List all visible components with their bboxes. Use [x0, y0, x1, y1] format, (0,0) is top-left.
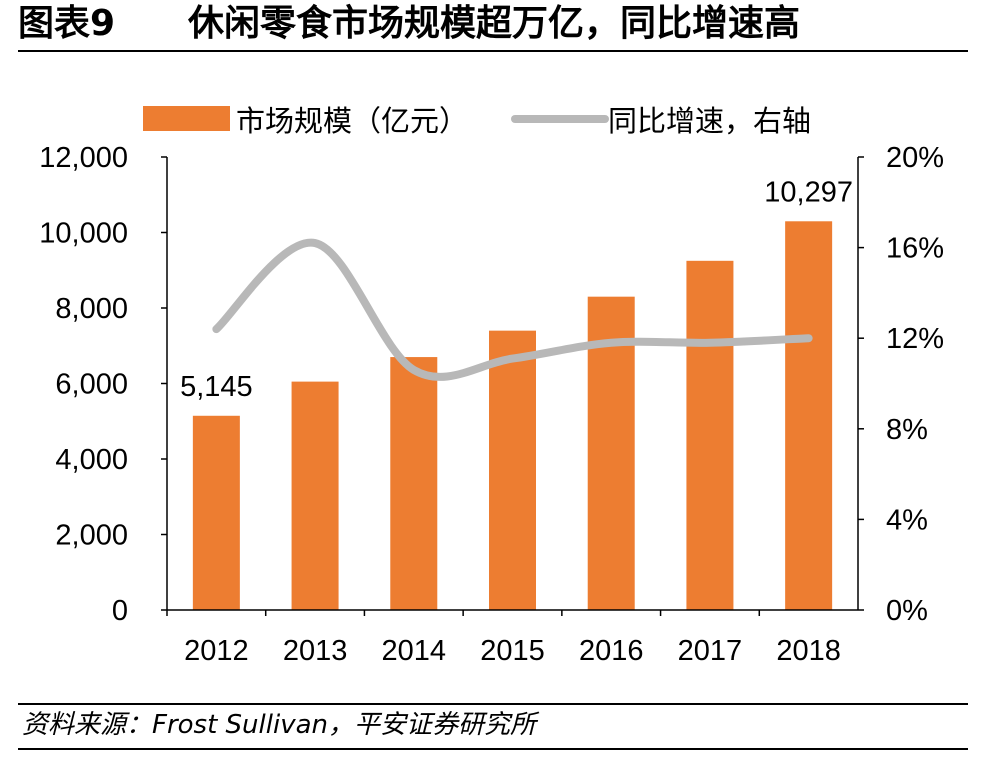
growth-line: [212, 238, 813, 381]
source-rule-bottom: [18, 748, 968, 750]
figure-title-text: 休闲零食市场规模超万亿，同比增速高: [188, 3, 801, 44]
y-left-tick-label: 0: [112, 595, 128, 627]
source-rule-top: [18, 703, 968, 705]
y-right-tick-label: 20%: [886, 142, 944, 174]
figure-title: 图表9 休闲零食市场规模超万亿，同比增速高: [18, 2, 800, 46]
figure-source: 资料来源：Frost Sullivan，平安证券研究所: [22, 710, 537, 740]
y-left-tick-label: 10,000: [39, 218, 128, 250]
bar-2017: [686, 260, 734, 610]
data-label-2012: 5,145: [180, 371, 253, 403]
x-tick-label: 2013: [283, 635, 348, 667]
figure-number: 图表9: [18, 3, 116, 44]
legend-swatch-bar: [143, 106, 230, 131]
bar-2014: [390, 357, 438, 610]
y-left-tick-label: 12,000: [39, 142, 128, 174]
chart: 0 2,000 4,000 6,000 8,000 10,000 12,000 0% 4% 8% 1…: [39, 105, 944, 667]
y-left-tick-label: 4,000: [55, 444, 128, 476]
y-right-tick-label: 12%: [886, 323, 944, 355]
y-right-tick-label: 4%: [886, 504, 928, 536]
y-left-tick-label: 8,000: [55, 293, 128, 325]
legend-label-bar: 市场规模（亿元）: [236, 105, 468, 138]
y-right-tick-label: 16%: [886, 233, 944, 265]
x-tick-label: 2018: [776, 635, 841, 667]
y-left-tick-label: 6,000: [55, 369, 128, 401]
x-tick-label: 2015: [480, 635, 545, 667]
y-right-tick-label: 8%: [886, 414, 928, 446]
x-tick-label: 2012: [184, 635, 249, 667]
bar-2016: [587, 296, 635, 610]
x-tick-label: 2017: [678, 635, 743, 667]
bar-2015: [489, 330, 536, 610]
data-label-2018: 10,297: [764, 176, 853, 208]
legend-label-line: 同比增速，右轴: [608, 105, 811, 138]
bar-2013: [291, 381, 339, 610]
x-tick-label: 2016: [579, 635, 644, 667]
bar-2018: [785, 221, 833, 610]
y-left-tick-label: 2,000: [55, 520, 128, 552]
x-tick-label: 2014: [382, 635, 447, 667]
title-rule: [18, 50, 968, 52]
bar-2012: [192, 415, 240, 610]
y-right-tick-label: 0%: [886, 595, 928, 627]
